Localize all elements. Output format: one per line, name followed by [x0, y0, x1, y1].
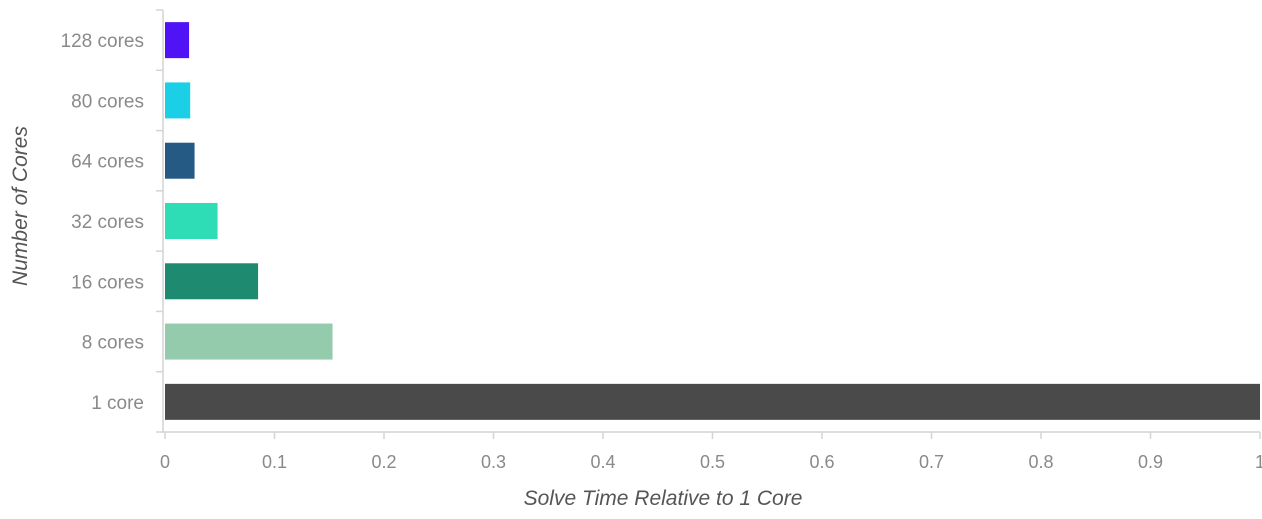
- x-tick-label: 0.6: [809, 452, 834, 472]
- bars-group: [165, 22, 1260, 420]
- x-tick-label: 1: [1255, 452, 1262, 472]
- bar-16-cores: [165, 263, 259, 300]
- category-label: 80 cores: [71, 91, 144, 112]
- x-tick-label: 0.2: [371, 452, 396, 472]
- bar-1-core: [165, 383, 1260, 420]
- x-tick-label: 0.8: [1028, 452, 1053, 472]
- x-tick-label: 0.5: [700, 452, 725, 472]
- y-axis-title: Number of Cores: [9, 126, 32, 286]
- x-tick-label: 0.7: [919, 452, 944, 472]
- category-label: 64 cores: [71, 152, 144, 173]
- x-tick-label: 0: [160, 452, 170, 472]
- bar-32-cores: [165, 203, 218, 239]
- x-tick-label: 0.1: [262, 452, 287, 472]
- x-tick-label: 0.9: [1138, 452, 1163, 472]
- category-label: 1 core: [91, 393, 144, 414]
- x-tick-label: 0.4: [590, 452, 615, 472]
- bar-64-cores: [165, 142, 195, 179]
- y-axis: 1 core 8 cores 16 cores 32 cores 64 cores 80 …: [61, 9, 164, 433]
- bar-8-cores: [165, 323, 333, 360]
- category-label: 128 cores: [61, 31, 144, 52]
- bar-80-cores: [165, 82, 191, 119]
- x-axis-title: Solve Time Relative to 1 Core: [524, 487, 803, 510]
- category-label: 8 cores: [82, 333, 144, 354]
- bar-128-cores: [165, 22, 190, 59]
- category-label: 16 cores: [71, 272, 144, 293]
- category-label: 32 cores: [71, 212, 144, 233]
- x-axis: 0 0.1 0.2 0.3 0.4 0.5 0.6 0.7 0.8 0.9 1: [160, 431, 1262, 472]
- x-tick-label: 0.3: [481, 452, 506, 472]
